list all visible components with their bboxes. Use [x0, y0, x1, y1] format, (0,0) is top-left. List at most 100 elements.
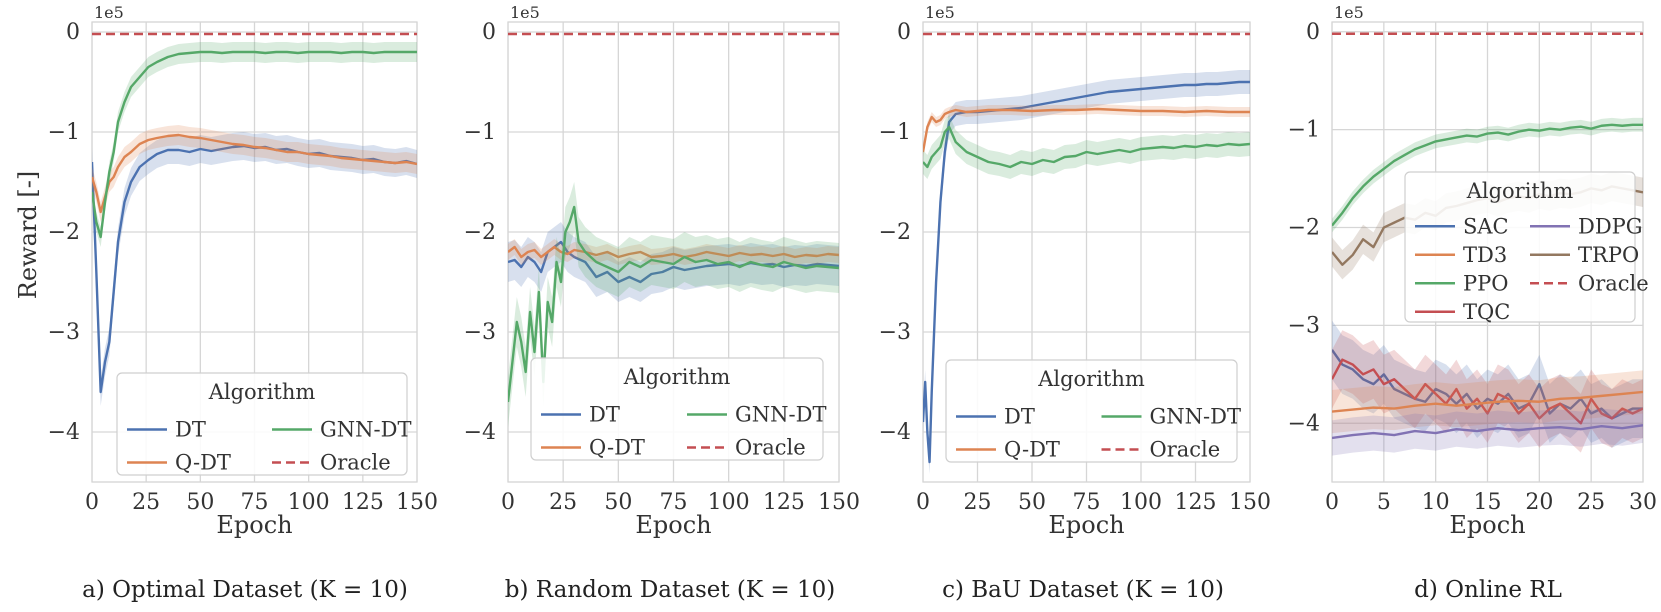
- legend-label-oracle: Oracle: [320, 451, 391, 475]
- legend-title: Algorithm: [1466, 179, 1574, 203]
- x-tick-label: 25: [549, 490, 577, 515]
- series-line-gnn-dt: [508, 205, 839, 403]
- y-axis-label: Reward [-]: [14, 171, 42, 299]
- y-tick-label: −1: [464, 120, 496, 145]
- x-tick-label: 30: [1629, 490, 1657, 515]
- series-group: [92, 32, 417, 406]
- legend-title: Algorithm: [623, 365, 731, 389]
- legend-label-td3: TD3: [1463, 243, 1507, 267]
- legend-label-oracle: Oracle: [1578, 271, 1649, 295]
- y-tick-label: −4: [1288, 411, 1320, 436]
- x-tick-label: 0: [501, 490, 515, 515]
- y-tick-label: −3: [1288, 313, 1320, 338]
- legend-label-ppo: PPO: [1463, 271, 1508, 295]
- legend-label-sac: SAC: [1463, 214, 1509, 238]
- legend: Algorithm SAC DDPG TD3 TRPO PPO Oracle TQC: [1404, 171, 1649, 324]
- x-tick-label: 15: [1474, 490, 1502, 515]
- y-tick-label: −2: [48, 220, 80, 245]
- series-line-ddpg: [1332, 424, 1643, 440]
- panel-caption: d) Online RL: [1414, 577, 1562, 603]
- legend-label-ddpg: DDPG: [1578, 214, 1643, 238]
- x-tick-label: 150: [1229, 490, 1271, 515]
- axis-multiplier: 1e5: [1334, 3, 1364, 22]
- y-tick-label: −2: [879, 220, 911, 245]
- legend-label-dt: DT: [589, 403, 620, 427]
- chart-panel-1: 0 25 50 75 100 125 150 0 −1 −2 −3 −4 1e5 Epoch a) Opti…: [48, 3, 438, 603]
- confidence-band-tqc: [1332, 330, 1643, 453]
- x-tick-label: 25: [132, 490, 160, 515]
- series-group: [508, 32, 839, 427]
- series-line-sac: [1332, 349, 1643, 420]
- x-tick-label: 100: [708, 490, 750, 515]
- confidence-band-sac: [1332, 320, 1643, 448]
- panel-caption: c) BaU Dataset (K = 10): [942, 577, 1224, 603]
- chart-panel-4: 0 5 10 15 20 25 30 0 −1 −2 −3 −4 1e5 Epoch d) Online R…: [1288, 3, 1657, 603]
- x-tick-label: 20: [1525, 490, 1553, 515]
- x-axis-label: Epoch: [635, 511, 711, 539]
- x-tick-label: 50: [604, 490, 632, 515]
- x-tick-label: 25: [1577, 490, 1605, 515]
- y-tick-label: −4: [879, 420, 911, 445]
- legend-label-q-dt: Q-DT: [175, 451, 231, 475]
- confidence-band-q-dt: [92, 125, 417, 222]
- x-axis-label: Epoch: [1449, 511, 1525, 539]
- axis-multiplier: 1e5: [510, 3, 540, 22]
- y-tick-label: 0: [66, 20, 80, 45]
- y-tick-label: −3: [48, 320, 80, 345]
- legend-title: Algorithm: [208, 380, 316, 404]
- y-tick-label: −1: [48, 120, 80, 145]
- chart-panel-3: 0 25 50 75 100 125 150 0 −1 −2 −3 −4 1e5 Epoch c) BaU …: [879, 3, 1271, 603]
- legend-label-oracle: Oracle: [1150, 438, 1221, 462]
- axis-multiplier: 1e5: [94, 3, 124, 22]
- panel-caption: a) Optimal Dataset (K = 10): [82, 577, 408, 603]
- legend-label-gnn-dt: GNN-DT: [320, 418, 411, 442]
- legend-frame: [116, 372, 408, 476]
- confidence-band-gnn-dt: [508, 182, 839, 427]
- panel-caption: b) Random Dataset (K = 10): [505, 577, 835, 603]
- x-tick-label: 0: [85, 490, 99, 515]
- y-tick-label: −2: [464, 220, 496, 245]
- y-tick-label: −4: [464, 420, 496, 445]
- legend-label-oracle: Oracle: [735, 436, 806, 460]
- x-tick-label: 0: [916, 490, 930, 515]
- legend-label-tqc: TQC: [1463, 300, 1510, 324]
- y-tick-label: 0: [897, 20, 911, 45]
- legend-label-trpo: TRPO: [1578, 243, 1639, 267]
- legend-frame: [1404, 171, 1636, 323]
- y-tick-label: −3: [464, 320, 496, 345]
- confidence-band-ddpg: [1332, 407, 1643, 456]
- legend-label-dt: DT: [1004, 405, 1035, 429]
- legend-label-dt: DT: [175, 418, 206, 442]
- series-line-q-dt: [508, 245, 839, 259]
- y-tick-label: 0: [482, 20, 496, 45]
- legend-label-q-dt: Q-DT: [1004, 438, 1060, 462]
- x-tick-label: 150: [396, 490, 438, 515]
- legend-label-q-dt: Q-DT: [589, 436, 645, 460]
- confidence-band-dt: [92, 132, 417, 406]
- x-tick-label: 50: [1018, 490, 1046, 515]
- confidence-band-dt: [508, 222, 839, 302]
- x-tick-label: 0: [1325, 490, 1339, 515]
- x-tick-label: 75: [660, 490, 688, 515]
- series-line-gnn-dt: [92, 50, 417, 239]
- x-tick-label: 100: [288, 490, 330, 515]
- x-tick-label: 125: [763, 490, 805, 515]
- y-tick-label: −2: [1288, 216, 1320, 241]
- x-tick-label: 50: [186, 490, 214, 515]
- x-tick-label: 25: [964, 490, 992, 515]
- series-line-dt: [923, 80, 1250, 464]
- series-line-q-dt: [923, 107, 1250, 153]
- y-tick-label: −4: [48, 420, 80, 445]
- x-tick-label: 100: [1120, 490, 1162, 515]
- legend-label-gnn-dt: GNN-DT: [735, 403, 826, 427]
- x-tick-label: 10: [1422, 490, 1450, 515]
- x-tick-label: 75: [1073, 490, 1101, 515]
- confidence-band-gnn-dt: [923, 115, 1250, 179]
- y-tick-label: −1: [879, 120, 911, 145]
- x-tick-label: 5: [1377, 490, 1391, 515]
- x-tick-label: 125: [1175, 490, 1217, 515]
